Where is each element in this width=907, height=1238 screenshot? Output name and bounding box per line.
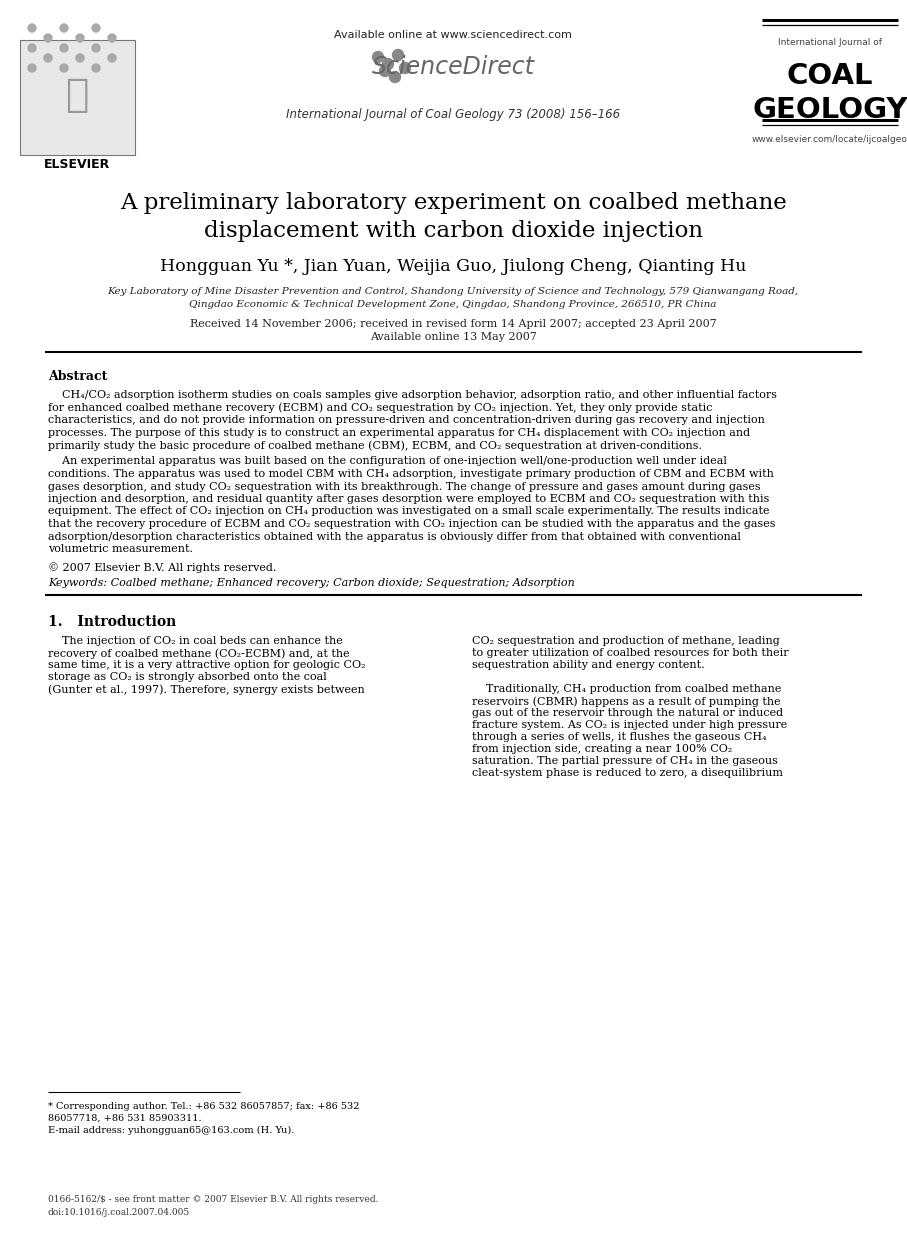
Text: sequestration ability and energy content.: sequestration ability and energy content… [472, 661, 705, 671]
Text: storage as CO₂ is strongly absorbed onto the coal: storage as CO₂ is strongly absorbed onto… [48, 672, 327, 682]
Circle shape [28, 45, 36, 52]
Text: through a series of wells, it flushes the gaseous CH₄: through a series of wells, it flushes th… [472, 733, 766, 743]
Text: CO₂ sequestration and production of methane, leading: CO₂ sequestration and production of meth… [472, 636, 780, 646]
Circle shape [108, 33, 116, 42]
Text: * Corresponding author. Tel.: +86 532 86057857; fax: +86 532: * Corresponding author. Tel.: +86 532 86… [48, 1102, 359, 1110]
Text: 1.   Introduction: 1. Introduction [48, 614, 176, 629]
Text: gases desorption, and study CO₂ sequestration with its breakthrough. The change : gases desorption, and study CO₂ sequestr… [48, 482, 761, 491]
Text: displacement with carbon dioxide injection: displacement with carbon dioxide injecti… [203, 220, 703, 241]
Circle shape [76, 33, 84, 42]
Text: primarily study the basic procedure of coalbed methane (CBM), ECBM, and CO₂ sequ: primarily study the basic procedure of c… [48, 439, 702, 451]
Text: for enhanced coalbed methane recovery (ECBM) and CO₂ sequestration by CO₂ inject: for enhanced coalbed methane recovery (E… [48, 402, 713, 413]
Text: Qingdao Economic & Technical Development Zone, Qingdao, Shandong Province, 26651: Qingdao Economic & Technical Development… [190, 300, 717, 310]
Circle shape [28, 24, 36, 32]
Text: Key Laboratory of Mine Disaster Prevention and Control, Shandong University of S: Key Laboratory of Mine Disaster Preventi… [107, 287, 798, 296]
Text: (Gunter et al., 1997). Therefore, synergy exists between: (Gunter et al., 1997). Therefore, synerg… [48, 685, 365, 695]
Text: The injection of CO₂ in coal beds can enhance the: The injection of CO₂ in coal beds can en… [48, 636, 343, 646]
Text: volumetric measurement.: volumetric measurement. [48, 543, 193, 553]
Text: injection and desorption, and residual quantity after gases desorption were empl: injection and desorption, and residual q… [48, 494, 769, 504]
Text: Traditionally, CH₄ production from coalbed methane: Traditionally, CH₄ production from coalb… [472, 685, 781, 695]
Text: www.elsevier.com/locate/ijcoalgeo: www.elsevier.com/locate/ijcoalgeo [752, 135, 907, 144]
Text: COAL: COAL [786, 62, 873, 90]
Circle shape [379, 66, 391, 77]
Text: Hongguan Yu *, Jian Yuan, Weijia Guo, Jiulong Cheng, Qianting Hu: Hongguan Yu *, Jian Yuan, Weijia Guo, Ji… [160, 258, 746, 275]
Text: 86057718, +86 531 85903311.: 86057718, +86 531 85903311. [48, 1114, 201, 1123]
Circle shape [92, 64, 100, 72]
Text: gas out of the reservoir through the natural or induced: gas out of the reservoir through the nat… [472, 708, 783, 718]
Text: Keywords: Coalbed methane; Enhanced recovery; Carbon dioxide; Sequestration; Ads: Keywords: Coalbed methane; Enhanced reco… [48, 578, 575, 588]
Circle shape [28, 64, 36, 72]
Text: GEOLOGY: GEOLOGY [752, 97, 907, 124]
Text: equipment. The effect of CO₂ injection on CH₄ production was investigated on a s: equipment. The effect of CO₂ injection o… [48, 506, 769, 516]
Text: processes. The purpose of this study is to construct an experimental apparatus f: processes. The purpose of this study is … [48, 427, 750, 437]
Circle shape [44, 54, 52, 62]
Circle shape [399, 62, 411, 73]
Circle shape [393, 50, 404, 61]
Text: cleat-system phase is reduced to zero, a disequilibrium: cleat-system phase is reduced to zero, a… [472, 769, 783, 779]
Text: to greater utilization of coalbed resources for both their: to greater utilization of coalbed resour… [472, 649, 788, 659]
Text: ELSEVIER: ELSEVIER [44, 158, 110, 171]
Text: fracture system. As CO₂ is injected under high pressure: fracture system. As CO₂ is injected unde… [472, 721, 787, 730]
Text: ⬛: ⬛ [65, 76, 89, 114]
Circle shape [389, 72, 401, 83]
Text: Abstract: Abstract [48, 370, 107, 383]
Circle shape [44, 33, 52, 42]
Bar [20, 40, 135, 155]
Circle shape [60, 45, 68, 52]
Circle shape [60, 24, 68, 32]
Text: characteristics, and do not provide information on pressure-driven and concentra: characteristics, and do not provide info… [48, 415, 765, 425]
Text: recovery of coalbed methane (CO₂-ECBM) and, at the: recovery of coalbed methane (CO₂-ECBM) a… [48, 649, 349, 659]
Text: that the recovery procedure of ECBM and CO₂ sequestration with CO₂ injection can: that the recovery procedure of ECBM and … [48, 519, 775, 529]
Text: An experimental apparatus was built based on the configuration of one-injection : An experimental apparatus was built base… [48, 457, 727, 467]
Text: International Journal of: International Journal of [778, 38, 882, 47]
Text: from injection side, creating a near 100% CO₂: from injection side, creating a near 100… [472, 744, 732, 754]
Circle shape [373, 52, 384, 62]
Circle shape [383, 58, 394, 69]
Text: ScienceDirect: ScienceDirect [372, 54, 534, 79]
Text: doi:10.1016/j.coal.2007.04.005: doi:10.1016/j.coal.2007.04.005 [48, 1208, 190, 1217]
Text: CH₄/CO₂ adsorption isotherm studies on coals samples give adsorption behavior, a: CH₄/CO₂ adsorption isotherm studies on c… [48, 390, 777, 400]
Circle shape [108, 54, 116, 62]
Circle shape [60, 64, 68, 72]
Text: Available online at www.sciencedirect.com: Available online at www.sciencedirect.co… [334, 30, 572, 40]
Text: conditions. The apparatus was used to model CBM with CH₄ adsorption, investigate: conditions. The apparatus was used to mo… [48, 469, 774, 479]
Circle shape [92, 45, 100, 52]
Text: reservoirs (CBMR) happens as a result of pumping the: reservoirs (CBMR) happens as a result of… [472, 697, 781, 707]
Circle shape [76, 54, 84, 62]
Text: same time, it is a very attractive option for geologic CO₂: same time, it is a very attractive optio… [48, 661, 366, 671]
Text: Available online 13 May 2007: Available online 13 May 2007 [369, 332, 536, 342]
Text: E-mail address: yuhongguan65@163.com (H. Yu).: E-mail address: yuhongguan65@163.com (H.… [48, 1127, 295, 1135]
Text: Received 14 November 2006; received in revised form 14 April 2007; accepted 23 A: Received 14 November 2006; received in r… [190, 319, 717, 329]
Text: A preliminary laboratory experiment on coalbed methane: A preliminary laboratory experiment on c… [120, 192, 786, 214]
Text: saturation. The partial pressure of CH₄ in the gaseous: saturation. The partial pressure of CH₄ … [472, 756, 778, 766]
Circle shape [92, 24, 100, 32]
Text: 0166-5162/$ - see front matter © 2007 Elsevier B.V. All rights reserved.: 0166-5162/$ - see front matter © 2007 El… [48, 1195, 378, 1205]
Text: © 2007 Elsevier B.V. All rights reserved.: © 2007 Elsevier B.V. All rights reserved… [48, 562, 277, 573]
Text: adsorption/desorption characteristics obtained with the apparatus is obviously d: adsorption/desorption characteristics ob… [48, 531, 741, 541]
Text: International Journal of Coal Geology 73 (2008) 156–166: International Journal of Coal Geology 73… [286, 108, 620, 121]
